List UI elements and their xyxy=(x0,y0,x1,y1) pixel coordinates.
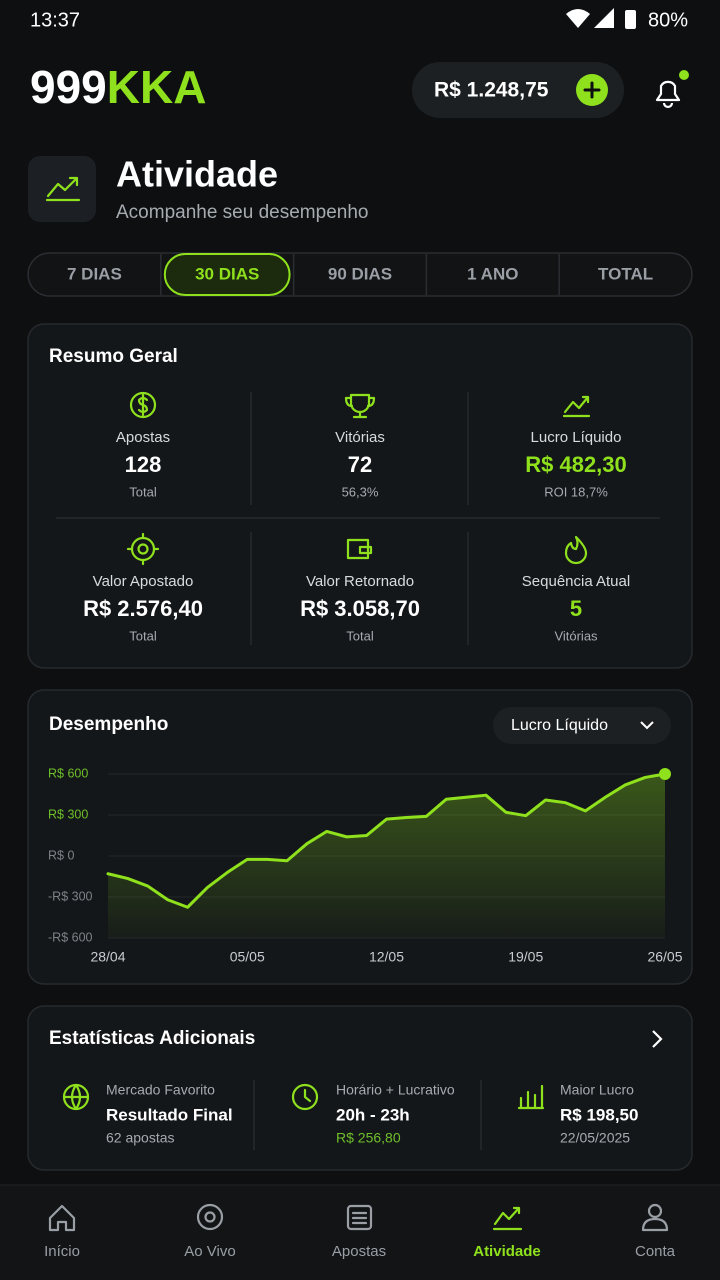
y-tick-label: -R$ 600 xyxy=(48,930,93,944)
logo: 999KKA xyxy=(30,61,206,113)
summary-title: Resumo Geral xyxy=(49,346,178,367)
stat-label: Sequência Atual xyxy=(522,573,630,590)
summary-card xyxy=(27,323,693,669)
battery-icon xyxy=(625,10,636,29)
battery-text: 80% xyxy=(648,9,688,31)
stat-value: R$ 2.576,40 xyxy=(83,596,203,621)
dropdown-chevron xyxy=(640,721,654,730)
summary-icons xyxy=(126,391,591,566)
extra-label: Maior Lucro xyxy=(560,1082,634,1098)
logo-a: 999 xyxy=(30,61,107,113)
stat-value: R$ 3.058,70 xyxy=(300,596,420,621)
x-tick-label: 19/05 xyxy=(508,949,543,965)
extra-chevron[interactable] xyxy=(652,1030,663,1048)
extra-note: R$ 256,80 xyxy=(336,1130,401,1146)
stat-label: Valor Apostado xyxy=(93,573,194,590)
chart-filter-dropdown[interactable] xyxy=(493,707,671,744)
title-icon-box xyxy=(28,156,96,222)
stat-note: Total xyxy=(129,484,157,499)
stat-value: 72 xyxy=(348,452,372,477)
x-tick-label: 26/05 xyxy=(647,949,682,965)
notification-dot xyxy=(679,70,689,80)
balance-pill[interactable] xyxy=(412,62,624,118)
chart-title: Desempenho xyxy=(49,714,168,735)
nav-item[interactable] xyxy=(447,1192,567,1272)
nav-icons xyxy=(48,1203,669,1232)
extra-label: Horário + Lucrativo xyxy=(336,1082,455,1098)
tab-label[interactable]: TOTAL xyxy=(598,264,653,283)
signal-icon xyxy=(594,8,614,28)
wifi-icon xyxy=(566,9,590,28)
nav-label[interactable]: Apostas xyxy=(332,1243,386,1260)
stat-value: R$ 482,30 xyxy=(525,452,627,477)
bottom-nav xyxy=(0,1185,720,1280)
stat-label: Valor Retornado xyxy=(306,573,414,590)
extra-card xyxy=(27,1005,693,1171)
nav-label[interactable]: Atividade xyxy=(473,1243,541,1260)
chart: -R$ 600 -R$ 300 R$ 0 R$ 300 R$ 600 28/04 05/05… xyxy=(48,766,683,964)
y-tick-label: R$ 300 xyxy=(48,807,88,821)
nav-label[interactable]: Início xyxy=(44,1243,80,1260)
end-point xyxy=(659,768,671,780)
chart-filter-label: Lucro Líquido xyxy=(511,717,608,734)
extra-value: Resultado Final xyxy=(106,1105,233,1124)
nav-item[interactable] xyxy=(299,1192,419,1272)
line xyxy=(106,772,667,909)
extra-title: Estatísticas Adicionais xyxy=(49,1028,255,1049)
y-tick-label: R$ 600 xyxy=(48,766,88,780)
nav-item[interactable] xyxy=(2,1192,122,1272)
y-tick-label: R$ 0 xyxy=(48,848,74,862)
nav-item[interactable] xyxy=(595,1192,715,1272)
extra-note: 62 apostas xyxy=(106,1130,175,1146)
plus-icon xyxy=(583,81,601,99)
extra-value: 20h - 23h xyxy=(336,1105,410,1124)
balance: R$ 1.248,75 xyxy=(434,79,549,102)
stat-label: Vitórias xyxy=(335,429,385,446)
extra-value: R$ 198,50 xyxy=(560,1105,638,1124)
tab-active-pill[interactable] xyxy=(163,253,291,296)
stat-value: 5 xyxy=(570,596,582,621)
bell-icon[interactable] xyxy=(655,80,681,109)
x-tick-label: 05/05 xyxy=(230,949,265,965)
extra-label: Mercado Favorito xyxy=(106,1082,215,1098)
stat-value: 128 xyxy=(125,452,162,477)
x-tick-label: 12/05 xyxy=(369,949,404,965)
y-tick-label: -R$ 300 xyxy=(48,889,93,903)
tab-label[interactable]: 90 DIAS xyxy=(328,264,392,283)
summary-dividers xyxy=(56,392,660,645)
status-time: 13:37 xyxy=(30,9,80,31)
nav-items: Início Ao Vivo Apostas Atividade Conta xyxy=(2,1192,715,1272)
stat-note: Vitórias xyxy=(554,628,598,643)
tab-label[interactable]: 7 DIAS xyxy=(67,264,122,283)
summary-items: Apostas 128 Total Vitórias 72 56,3% Lucro Líqu… xyxy=(83,429,630,643)
nav-label[interactable]: Ao Vivo xyxy=(184,1243,235,1260)
tabs: 7 DIAS 30 DIAS 90 DIAS 1 ANO TOTAL xyxy=(67,253,653,296)
page-subtitle: Acompanhe seu desempenho xyxy=(116,202,368,223)
x-tick-label: 28/04 xyxy=(90,949,125,965)
title-icon xyxy=(45,176,81,202)
stat-note: Total xyxy=(129,628,157,643)
extra-items: Mercado Favorito Resultado Final 62 aposta… xyxy=(106,1082,638,1146)
logo-b: KKA xyxy=(107,61,207,113)
extra-icons xyxy=(62,1083,545,1111)
stat-label: Apostas xyxy=(116,429,170,446)
stat-note: 56,3% xyxy=(342,484,379,499)
tab-label[interactable]: 1 ANO xyxy=(467,264,518,283)
page-title: Atividade xyxy=(116,154,278,195)
tab-label[interactable]: 30 DIAS xyxy=(195,264,259,283)
nav-item[interactable] xyxy=(150,1192,270,1272)
stat-note: ROI 18,7% xyxy=(544,484,608,499)
extra-note: 22/05/2025 xyxy=(560,1130,630,1146)
stat-note: Total xyxy=(346,628,374,643)
area-fill xyxy=(108,774,665,938)
stat-label: Lucro Líquido xyxy=(531,429,622,446)
extra-dividers xyxy=(253,1080,482,1150)
nav-label[interactable]: Conta xyxy=(635,1243,676,1260)
